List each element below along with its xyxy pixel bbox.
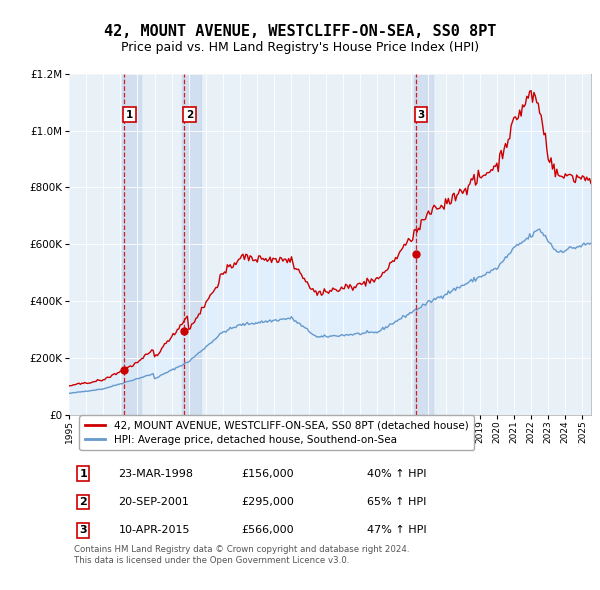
Bar: [182, 74, 201, 415]
Text: £295,000: £295,000: [241, 497, 294, 507]
Bar: [122, 74, 141, 415]
Text: 47% ↑ HPI: 47% ↑ HPI: [367, 526, 426, 535]
Bar: [414, 74, 433, 415]
Text: 3: 3: [79, 526, 87, 535]
Text: Price paid vs. HM Land Registry's House Price Index (HPI): Price paid vs. HM Land Registry's House …: [121, 41, 479, 54]
Text: 1: 1: [79, 468, 87, 478]
Text: £566,000: £566,000: [241, 526, 294, 535]
Text: 3: 3: [418, 110, 425, 120]
Text: Contains HM Land Registry data © Crown copyright and database right 2024.
This d: Contains HM Land Registry data © Crown c…: [74, 545, 410, 565]
Text: 1: 1: [126, 110, 133, 120]
Text: 10-APR-2015: 10-APR-2015: [119, 526, 190, 535]
Text: 65% ↑ HPI: 65% ↑ HPI: [367, 497, 426, 507]
Text: 2: 2: [79, 497, 87, 507]
Text: 20-SEP-2001: 20-SEP-2001: [119, 497, 190, 507]
Text: 40% ↑ HPI: 40% ↑ HPI: [367, 468, 426, 478]
Legend: 42, MOUNT AVENUE, WESTCLIFF-ON-SEA, SS0 8PT (detached house), HPI: Average price: 42, MOUNT AVENUE, WESTCLIFF-ON-SEA, SS0 …: [79, 415, 474, 450]
Text: 23-MAR-1998: 23-MAR-1998: [119, 468, 194, 478]
Text: 42, MOUNT AVENUE, WESTCLIFF-ON-SEA, SS0 8PT: 42, MOUNT AVENUE, WESTCLIFF-ON-SEA, SS0 …: [104, 24, 496, 38]
Text: 2: 2: [186, 110, 193, 120]
Text: £156,000: £156,000: [241, 468, 294, 478]
